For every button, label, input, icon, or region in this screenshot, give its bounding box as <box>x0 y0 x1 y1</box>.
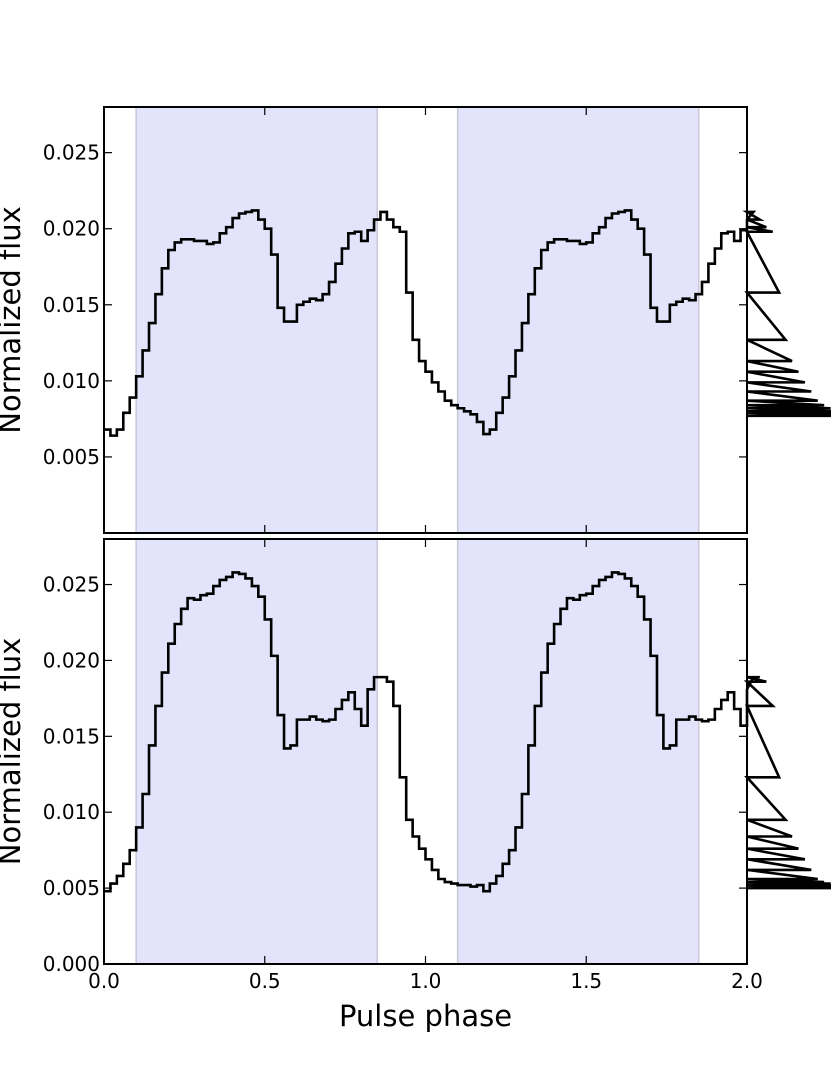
top-panel: 0.005 0.010 0.015 0.020 0.025 Normalized flux <box>0 106 831 534</box>
bottom-x-tick-label: 1.5 <box>570 969 602 993</box>
bottom-flux-step-line <box>104 571 831 893</box>
bottom-y-tick-label: 0.005 <box>43 876 100 900</box>
top-y-tick-label: 0.010 <box>43 369 100 393</box>
bottom-x-tick-label: 2.0 <box>731 969 763 993</box>
top-y-axis-label: Normalized flux <box>0 206 27 433</box>
bottom-panel: 0.0 0.5 1.0 1.5 2.0 0.000 0.005 0.010 0.015 0.020… <box>0 538 831 1033</box>
bottom-shaded-region-1 <box>136 539 378 964</box>
bottom-shaded-region-2 <box>457 539 699 964</box>
bottom-y-tick-label: 0.010 <box>43 800 100 824</box>
bottom-y-tick-label: 0.020 <box>43 648 100 672</box>
bottom-y-tick-label: 0.025 <box>43 573 100 597</box>
bottom-x-tick-label: 0.0 <box>88 969 120 993</box>
top-y-tick-label: 0.025 <box>43 141 100 165</box>
top-shaded-region-2 <box>457 107 699 533</box>
top-y-tick-label: 0.020 <box>43 217 100 241</box>
top-flux-step-line <box>104 209 831 437</box>
top-y-tick-label: 0.015 <box>43 293 100 317</box>
top-shaded-region-1 <box>136 107 378 533</box>
bottom-y-axis-label: Normalized flux <box>0 638 27 865</box>
top-y-tick-label: 0.005 <box>43 445 100 469</box>
bottom-y-tick-label: 0.000 <box>43 952 100 976</box>
bottom-x-axis-label: Pulse phase <box>339 999 512 1033</box>
bottom-x-tick-label: 0.5 <box>249 969 281 993</box>
bottom-x-tick-label: 1.0 <box>410 969 442 993</box>
bottom-y-tick-label: 0.015 <box>43 724 100 748</box>
